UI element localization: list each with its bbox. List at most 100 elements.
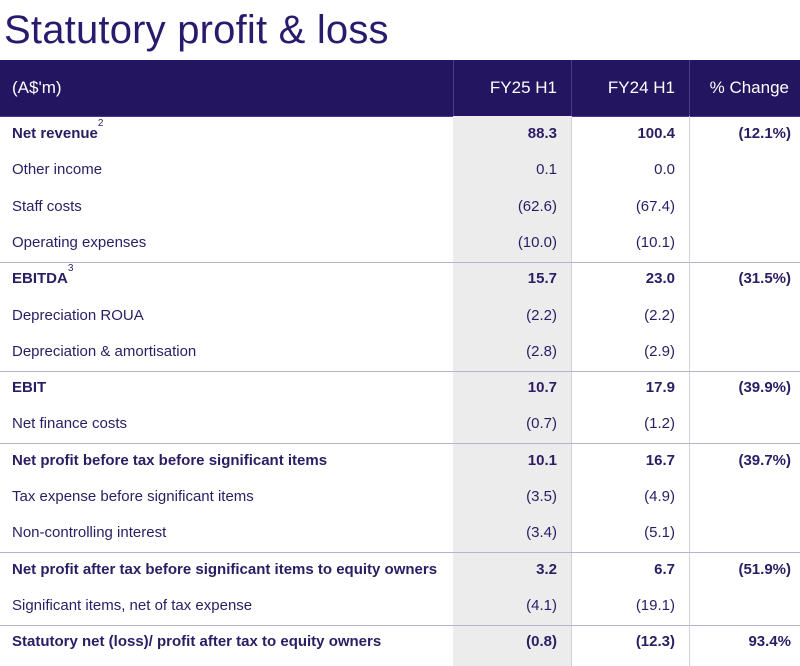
fy25-header: FY25 H1	[489, 78, 557, 97]
row-label-text: Net revenue	[12, 125, 98, 142]
change-value: (39.7%)	[738, 451, 791, 469]
fy24-value: 100.4	[637, 125, 675, 142]
table-row: Operating expenses (10.0) (10.1)	[0, 225, 800, 261]
table-row: Tax expense before significant items (3.5…	[0, 479, 800, 515]
row-label-text: Net finance costs	[12, 415, 128, 433]
row-label: Depreciation ROUA	[12, 298, 144, 334]
fy25-value: (2.8)	[526, 342, 557, 360]
row-label: Staff costs	[12, 189, 82, 225]
change-value	[689, 406, 791, 442]
row-label-text: Significant items, net of tax expense	[12, 596, 253, 614]
fy24-header: FY24 H1	[607, 78, 675, 97]
fy24-value: 0.0	[654, 161, 675, 179]
change-value	[689, 588, 791, 624]
header-divider	[571, 60, 572, 116]
header-divider	[689, 60, 690, 116]
row-label-text: Operating expenses	[12, 233, 147, 251]
change-value	[689, 298, 791, 334]
fy25-value: 88.3	[527, 125, 557, 142]
table-row: Statutory net (loss)/ profit after tax t…	[0, 624, 800, 660]
change-value: (12.1%)	[738, 125, 791, 142]
column-divider	[689, 116, 690, 666]
row-label: Statutory net (loss)/ profit after tax t…	[12, 624, 381, 660]
column-divider	[571, 116, 572, 666]
row-label: Significant items, net of tax expense	[12, 588, 252, 624]
change-header: % Change	[709, 78, 789, 97]
table-row: Significant items, net of tax expense (4.…	[0, 588, 800, 624]
row-label-text: EBITDA	[12, 270, 68, 288]
table-row: Depreciation & amortisation (2.8) (2.9)	[0, 334, 800, 370]
header-divider	[453, 60, 454, 116]
row-label: Depreciation & amortisation	[12, 334, 196, 370]
fy25-column-highlight	[453, 116, 571, 666]
footnote-marker: 2	[97, 118, 104, 129]
fy24-value: 17.9	[645, 379, 675, 397]
fy24-value: 23.0	[645, 270, 675, 288]
page-title: Statutory profit & loss	[4, 8, 389, 52]
row-label: EBIT	[12, 370, 46, 406]
table-row: Net profit after tax before significant …	[0, 552, 800, 588]
table-row: Depreciation ROUA (2.2) (2.2)	[0, 298, 800, 334]
row-label: EBITDA3	[12, 261, 73, 297]
fy25-value: 3.2	[536, 560, 557, 578]
row-label-text: Depreciation & amortisation	[12, 342, 197, 360]
table-row: Non-controlling interest (3.4) (5.1)	[0, 515, 800, 551]
section-divider	[0, 552, 800, 554]
change-value	[689, 515, 791, 551]
fy24-value: 16.7	[645, 451, 675, 469]
table-row: EBIT 10.7 17.9 (39.9%)	[0, 370, 800, 406]
fy24-value: (5.1)	[644, 524, 675, 542]
section-divider	[0, 261, 800, 263]
fy24-value: (67.4)	[635, 197, 675, 215]
change-value	[689, 225, 791, 261]
row-label: Non-controlling interest	[12, 515, 166, 551]
row-label-text: Non-controlling interest	[12, 524, 167, 542]
table-row: Net profit before tax before significant…	[0, 443, 800, 479]
fy24-value: (2.9)	[644, 342, 675, 360]
table-header: (A$'m) FY25 H1 FY24 H1 % Change	[0, 60, 800, 117]
change-value	[689, 334, 791, 370]
fy24-value: (10.1)	[635, 233, 675, 251]
fy25-value: (0.8)	[526, 633, 557, 651]
table-row: Net finance costs (0.7) (1.2)	[0, 406, 800, 442]
fy24-value: (1.2)	[644, 415, 675, 433]
change-value	[689, 479, 791, 515]
fy25-value: 10.1	[527, 451, 557, 469]
fy25-value: (2.2)	[526, 306, 557, 324]
fy24-value: 6.7	[654, 560, 675, 578]
row-label-text: Net profit before tax before significant…	[12, 451, 328, 469]
fy24-value: (12.3)	[635, 633, 675, 651]
table-row: EBITDA3 15.7 23.0 (31.5%)	[0, 261, 800, 297]
fy25-value: 10.7	[527, 379, 557, 397]
change-value	[689, 152, 791, 188]
change-value: (51.9%)	[738, 560, 791, 578]
row-label-text: Other income	[12, 161, 103, 179]
unit-header: (A$'m)	[12, 78, 62, 97]
fy24-value: (2.2)	[644, 306, 675, 324]
row-label-text: EBIT	[12, 379, 47, 397]
section-divider	[0, 370, 800, 372]
row-label: Net finance costs	[12, 406, 127, 442]
row-label: Net revenue2	[12, 116, 103, 152]
fy24-value: (4.9)	[644, 488, 675, 505]
change-value: (31.5%)	[738, 270, 791, 288]
change-value: 93.4%	[748, 633, 791, 651]
fy25-value: 0.1	[536, 161, 557, 179]
row-label: Operating expenses	[12, 225, 146, 261]
fy24-value: (19.1)	[635, 596, 675, 614]
row-label-text: Net profit after tax before significant …	[12, 560, 438, 578]
row-label: Other income	[12, 152, 102, 188]
row-label: Net profit before tax before significant…	[12, 443, 327, 479]
table-row: Net revenue2 88.3 100.4 (12.1%)	[0, 116, 800, 152]
fy25-value: (10.0)	[517, 233, 557, 251]
fy25-value: (3.5)	[526, 488, 557, 505]
row-label: Tax expense before significant items	[12, 479, 254, 515]
fy25-value: (3.4)	[526, 524, 557, 542]
table-row: Staff costs (62.6) (67.4)	[0, 189, 800, 225]
row-label-text: Depreciation ROUA	[12, 306, 144, 324]
fy25-value: 15.7	[527, 270, 557, 288]
footnote-marker: 3	[67, 263, 74, 275]
change-value: (39.9%)	[738, 379, 791, 397]
row-label-text: Staff costs	[12, 197, 82, 215]
row-label: Net profit after tax before significant …	[12, 552, 437, 588]
